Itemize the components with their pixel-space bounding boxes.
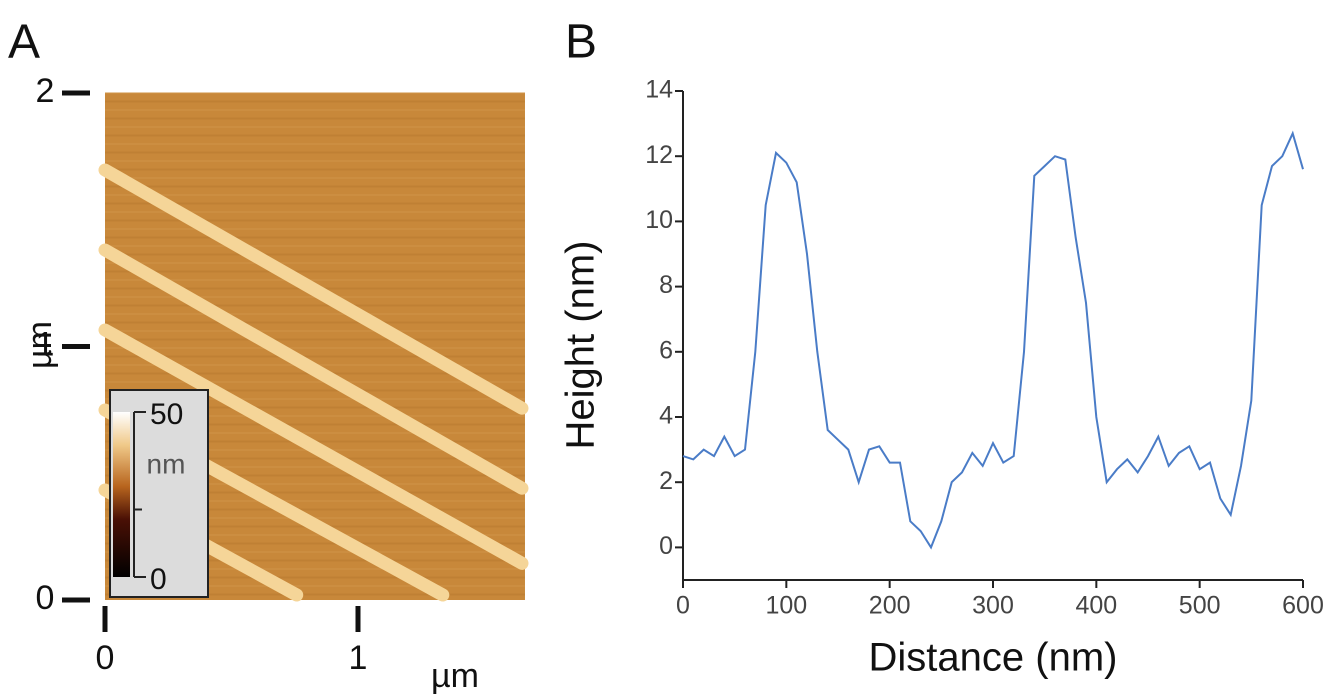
colorbar [113, 412, 130, 577]
x-tick-label: 0 [676, 592, 690, 620]
x-tick-label: 500 [1179, 592, 1221, 620]
y-tick-label: 2 [659, 467, 673, 495]
colorbar-tick-label: 0 [150, 563, 167, 596]
stripe [98, 163, 529, 415]
x-tick-label: 600 [1282, 592, 1324, 620]
height-profile [682, 130, 1304, 550]
y-tick-label: 12 [645, 141, 673, 169]
y-axis-label: Height (nm) [559, 241, 603, 450]
y-tick-label: 14 [645, 76, 673, 104]
panel-label: B [565, 16, 597, 69]
x-tick-label: 1 [349, 639, 368, 677]
stripe [98, 323, 529, 570]
x-tick-label: 400 [1075, 592, 1117, 620]
y-tick-label: 0 [36, 579, 55, 617]
x-tick-label: 100 [765, 592, 807, 620]
colorbar-tick-label: 50 [150, 398, 183, 431]
colorbar-label: nm [147, 448, 186, 479]
x-axis-label: Distance (nm) [869, 636, 1118, 680]
x-tick-label: 0 [96, 639, 115, 677]
y-tick-label: 6 [659, 336, 673, 364]
y-tick-label: 1 [36, 325, 55, 363]
y-tick-label: 4 [659, 402, 673, 430]
stripe [98, 243, 529, 495]
y-tick-label: 8 [659, 271, 673, 299]
x-tick-label: 200 [869, 592, 911, 620]
y-tick-label: 10 [645, 206, 673, 234]
panel-label: A [8, 16, 40, 69]
y-tick-label: 2 [36, 72, 55, 110]
y-tick-label: 0 [659, 532, 673, 560]
y-axis-label: µm [21, 321, 59, 369]
x-tick-label: 300 [972, 592, 1014, 620]
x-axis-label: µm [431, 657, 479, 695]
